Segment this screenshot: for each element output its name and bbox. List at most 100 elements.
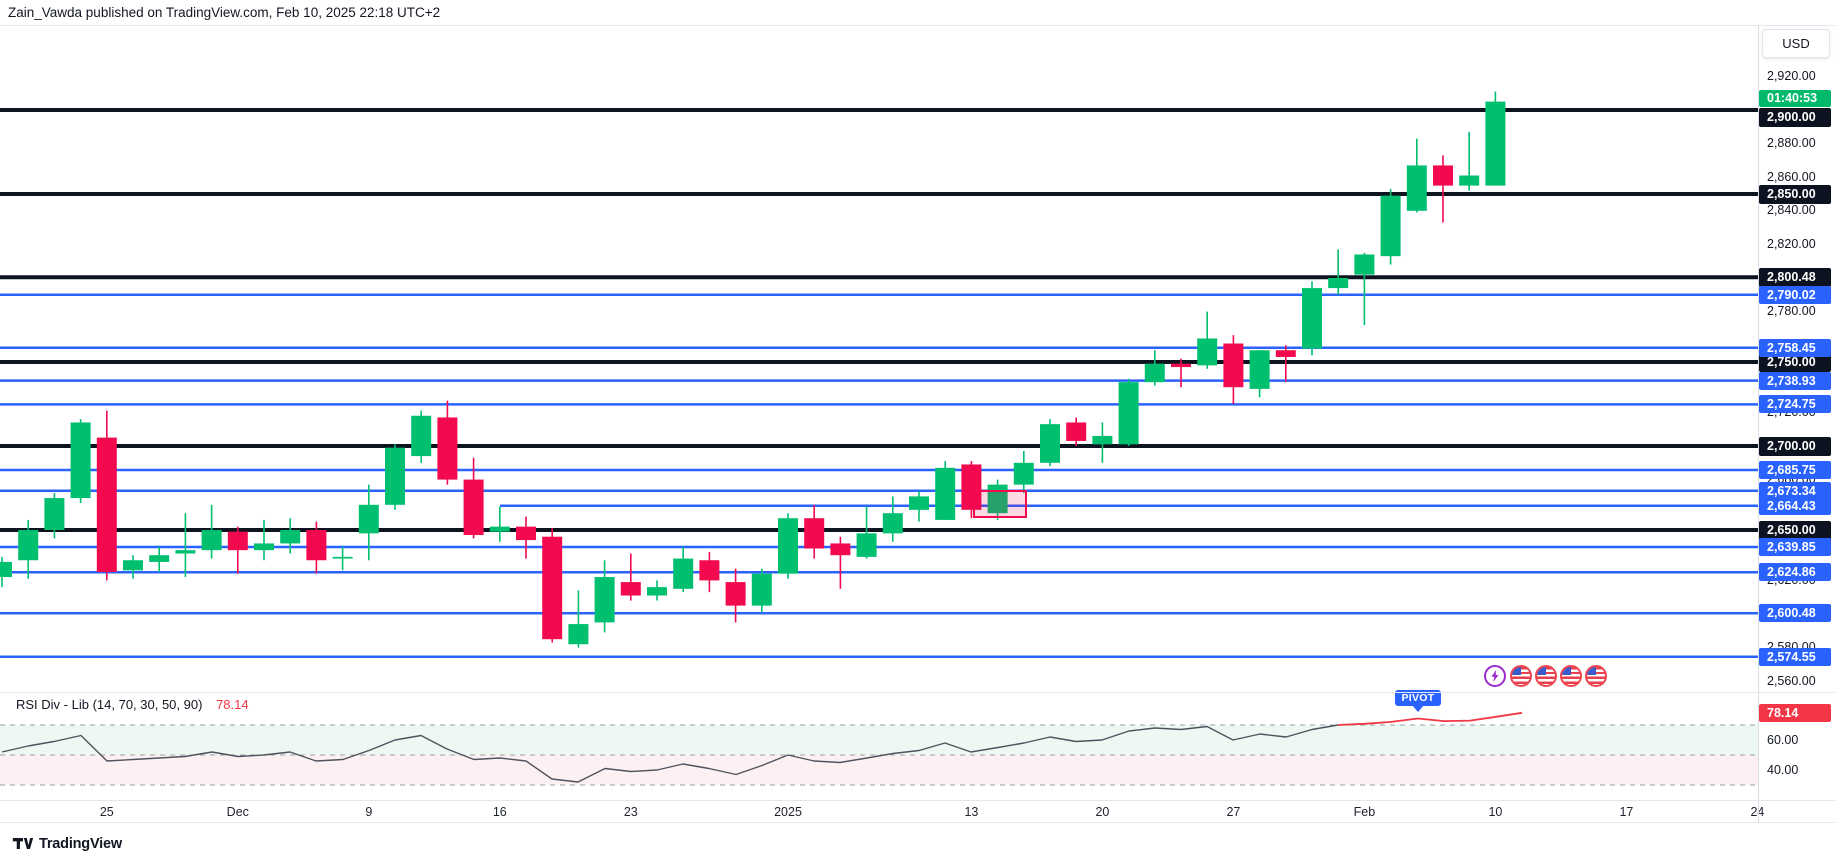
fib-price-badge: 2,639.85 xyxy=(1759,538,1831,557)
fib-price-badge: 2,673.34 xyxy=(1759,481,1831,500)
currency-label: USD xyxy=(1782,36,1810,51)
candle-body xyxy=(620,582,641,596)
rsi-indicator-legend[interactable]: RSI Div - Lib (14, 70, 30, 50, 90) 78.14 xyxy=(16,697,249,712)
time-axis-label: Feb xyxy=(1353,805,1376,819)
fib-price-badge: 2,724.75 xyxy=(1759,395,1831,414)
rsi-divergence-line xyxy=(1337,711,1523,726)
rsi-tick-label: 40.00 xyxy=(1767,762,1799,777)
candle-body xyxy=(1275,350,1296,357)
pivot-label: PIVOT xyxy=(1395,690,1441,706)
time-axis-label: 9 xyxy=(365,805,373,819)
rsi-indicator-title: RSI Div - Lib (14, 70, 30, 50, 90) xyxy=(16,697,203,712)
candle-body xyxy=(1223,343,1244,388)
flag-canton xyxy=(1512,667,1521,675)
candle-body xyxy=(882,513,903,534)
pivot-label-pointer xyxy=(1412,705,1424,712)
candle-body xyxy=(1354,254,1375,275)
price-tick-label: 2,840.00 xyxy=(1767,203,1816,218)
candle-body xyxy=(437,417,458,480)
time-axis-label: 27 xyxy=(1226,805,1241,819)
candle-body xyxy=(935,467,956,520)
candle-body xyxy=(1197,338,1218,366)
fib-price-badge: 2,624.86 xyxy=(1759,563,1831,582)
rsi-line xyxy=(1,724,1339,783)
candle-body xyxy=(594,577,615,623)
candle-body xyxy=(280,530,301,544)
price-tick-label: 2,920.00 xyxy=(1767,68,1816,83)
chart-top-border xyxy=(0,25,1835,26)
price-tick-label: 2,780.00 xyxy=(1767,304,1816,319)
us-flag-event-icon[interactable] xyxy=(1510,665,1532,687)
candle-body xyxy=(542,536,563,640)
fib-price-badge: 2,738.93 xyxy=(1759,371,1831,390)
fib-price-badge: 2,574.55 xyxy=(1759,647,1831,666)
time-axis-label: 24 xyxy=(1727,802,1787,822)
candle-body xyxy=(123,560,143,571)
tradingview-logo-text: TradingView xyxy=(39,835,122,852)
us-flag-event-icon[interactable] xyxy=(1560,665,1582,687)
candle-body xyxy=(673,558,694,589)
resistance-price-badge: 2,650.00 xyxy=(1759,521,1831,540)
chart-bottom-border xyxy=(0,822,1835,823)
candle-body xyxy=(0,561,12,578)
candle-body xyxy=(44,498,65,530)
resistance-price-badge: 2,850.00 xyxy=(1759,185,1831,204)
candle-body xyxy=(411,415,432,457)
price-axis-border xyxy=(1758,25,1759,822)
candle-body xyxy=(385,447,405,505)
rsi-zone-band xyxy=(0,725,1758,755)
candle-body xyxy=(568,624,589,645)
candle-body xyxy=(489,526,510,532)
time-axis-label: 10 xyxy=(1488,805,1503,819)
time-axis-label: 13 xyxy=(964,805,979,819)
price-tick-label: 2,860.00 xyxy=(1767,169,1816,184)
fib-price-badge: 2,600.48 xyxy=(1759,604,1831,623)
resistance-price-badge: 2,800.48 xyxy=(1759,268,1831,288)
candle-body xyxy=(18,530,39,561)
candle-body xyxy=(804,518,825,549)
flag-canton xyxy=(1562,667,1571,675)
candle-body xyxy=(1302,288,1322,349)
candle-body xyxy=(1249,350,1270,389)
candle-body xyxy=(1013,462,1034,485)
time-axis-label: 17 xyxy=(1619,805,1634,819)
tradingview-logo[interactable]: TradingView xyxy=(12,835,122,852)
candle-body xyxy=(1328,278,1349,289)
currency-toggle-button[interactable]: USD xyxy=(1762,29,1830,58)
price-tick-label: 2,560.00 xyxy=(1767,673,1816,688)
candle-body xyxy=(227,531,248,551)
candle-body xyxy=(1171,363,1191,368)
pane-separator[interactable] xyxy=(0,692,1835,693)
time-axis-label: 16 xyxy=(492,805,507,819)
us-flag-event-icon[interactable] xyxy=(1535,665,1557,687)
lightning-event-icon[interactable] xyxy=(1484,665,1506,687)
flag-canton xyxy=(1537,667,1546,675)
us-flag-event-icon[interactable] xyxy=(1585,665,1607,687)
bar-countdown-badge: 01:40:53 xyxy=(1759,90,1831,107)
candle-body xyxy=(725,582,746,606)
resistance-price-badge: 2,750.00 xyxy=(1759,353,1831,372)
candle-body xyxy=(1459,175,1480,186)
resistance-price-badge: 2,700.00 xyxy=(1759,437,1831,456)
candle-body xyxy=(1380,195,1401,257)
candle-body xyxy=(254,543,274,551)
candle-body xyxy=(516,526,536,541)
candle-body xyxy=(358,504,379,534)
fib-price-badge: 2,685.75 xyxy=(1759,460,1831,479)
rsi-current-value: 78.14 xyxy=(216,697,249,712)
candle-body xyxy=(1118,382,1139,445)
rsi-value-badge: 78.14 xyxy=(1759,703,1831,722)
candle-body xyxy=(201,530,222,551)
flag-canton xyxy=(1587,667,1596,675)
rsi-tick-label: 60.00 xyxy=(1767,732,1799,747)
candle-body xyxy=(856,533,877,557)
candle-body xyxy=(70,422,91,499)
candle-body xyxy=(1406,165,1427,211)
lightning-glyph xyxy=(1491,670,1499,682)
publish-caption: Zain_Vawda published on TradingView.com,… xyxy=(8,5,441,20)
resistance-price-badge: 2,900.00 xyxy=(1759,108,1831,127)
candle-body xyxy=(647,587,667,596)
candle-body xyxy=(1040,424,1060,463)
